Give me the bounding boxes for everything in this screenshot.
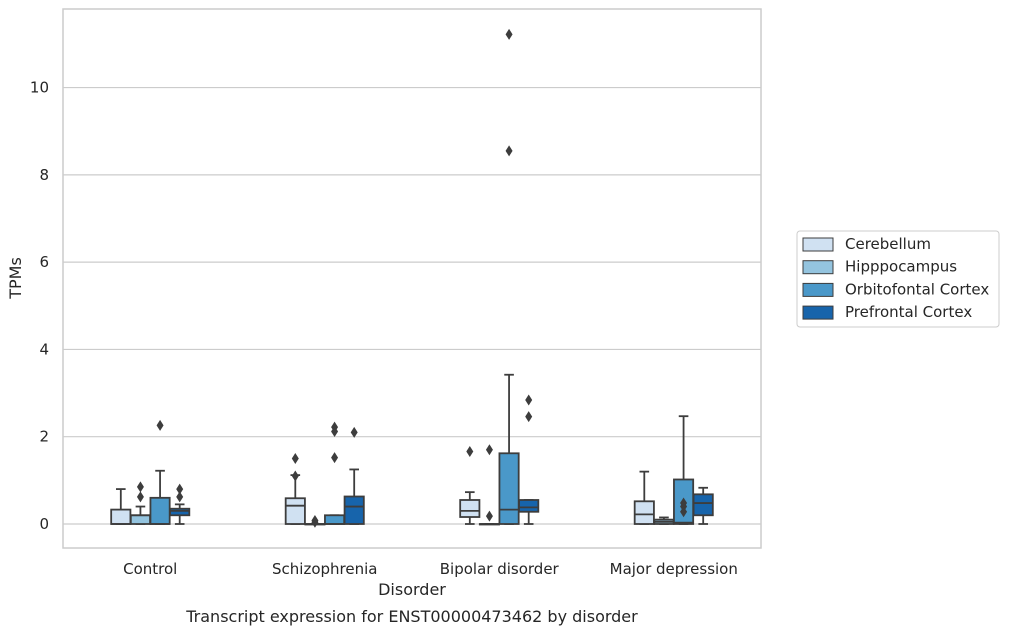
legend-swatch-0 — [802, 237, 834, 252]
outlier-point — [311, 516, 319, 528]
box-2-2 — [498, 28, 520, 525]
box-body — [692, 493, 714, 517]
box-body — [129, 514, 151, 525]
chart-caption: Transcript expression for ENST0000047346… — [185, 607, 638, 626]
box-3-2 — [518, 394, 540, 525]
outlier-point — [466, 446, 474, 458]
legend-label-1: Hipppocampus — [845, 258, 957, 276]
box-body — [498, 452, 520, 525]
x-tick-label-2: Bipolar disorder — [440, 560, 560, 578]
box-body — [633, 500, 655, 525]
legend-items: Cerebellum Hipppocampus Orbitofontal Corte… — [802, 235, 989, 321]
outlier-point — [485, 510, 493, 522]
outlier-point — [136, 481, 144, 493]
boxes — [110, 28, 714, 528]
plot-area-frame — [62, 8, 762, 549]
box-2-3 — [673, 415, 695, 525]
outlier-point — [505, 28, 513, 40]
box-body — [459, 499, 481, 518]
x-tick-labels: Control Schizophrenia Bipolar disorder Majo… — [123, 560, 738, 578]
legend-label-3: Prefrontal Cortex — [845, 303, 972, 321]
y-tick-label-8: 8 — [39, 166, 49, 184]
box-body — [149, 496, 171, 525]
outlier-point — [525, 411, 533, 423]
legend-frame — [796, 230, 1000, 328]
box-body — [110, 508, 132, 525]
box-3-3 — [692, 486, 714, 525]
outlier-point — [136, 491, 144, 503]
legend-swatch-1 — [802, 260, 834, 275]
outlier-point — [505, 145, 513, 157]
outlier-point — [680, 506, 688, 518]
legend-swatch-3 — [802, 305, 834, 320]
box-3-1 — [343, 426, 365, 525]
box-0-2 — [459, 446, 481, 525]
y-tick-labels: 0 2 4 6 8 10 — [30, 79, 49, 533]
box-body — [518, 499, 540, 513]
outlier-point — [291, 453, 299, 465]
y-tick-label-4: 4 — [39, 340, 49, 358]
y-tick-label-10: 10 — [30, 79, 49, 97]
x-tick-label-0: Control — [123, 560, 177, 578]
legend-label-2: Orbitofontal Cortex — [845, 280, 989, 298]
box-2-0 — [149, 419, 171, 525]
outlier-point — [331, 425, 339, 437]
outlier-point — [156, 419, 164, 431]
box-0-1 — [284, 453, 306, 525]
outlier-point — [485, 444, 493, 456]
y-tick-label-6: 6 — [39, 253, 49, 271]
outlier-point — [176, 491, 184, 503]
legend-swatch-2 — [802, 282, 834, 297]
box-1-0 — [129, 481, 151, 525]
outlier-point — [176, 483, 184, 495]
legend-label-0: Cerebellum — [845, 235, 931, 253]
outlier-point — [350, 426, 358, 438]
box-body — [284, 497, 306, 525]
box-1-1 — [304, 515, 326, 528]
box-0-3 — [633, 470, 655, 525]
outlier-point — [331, 452, 339, 464]
outlier-point — [525, 394, 533, 406]
box-3-0 — [169, 483, 191, 525]
box-body — [343, 495, 365, 525]
y-tick-label-2: 2 — [39, 428, 49, 446]
y-axis-label: TPMs — [6, 257, 25, 300]
y-tick-label-0: 0 — [39, 515, 49, 533]
x-tick-label-3: Major depression — [610, 560, 738, 578]
legend: Cerebellum Hipppocampus Orbitofontal Corte… — [796, 230, 1000, 328]
x-tick-label-1: Schizophrenia — [272, 560, 377, 578]
box-2-1 — [324, 421, 346, 525]
box-body — [324, 514, 346, 525]
outlier-point — [291, 470, 299, 482]
x-axis-label: Disorder — [378, 580, 446, 599]
box-body — [169, 507, 191, 517]
